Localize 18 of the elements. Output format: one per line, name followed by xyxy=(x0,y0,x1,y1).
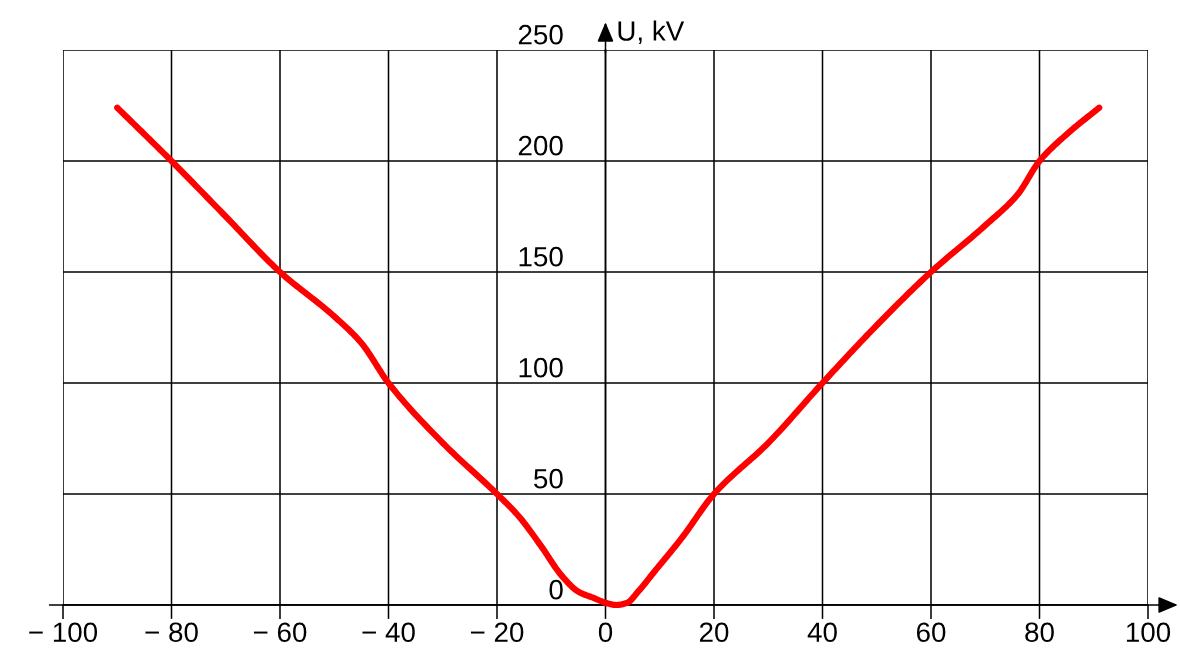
x-tick-label: − 80 xyxy=(145,622,198,643)
x-tick-label: − 20 xyxy=(470,622,524,643)
x-tick-label: 40 xyxy=(807,622,837,643)
y-axis-title: U, kV xyxy=(618,20,685,45)
y-tick-label: 100 xyxy=(519,357,563,378)
x-tick-label: − 100 xyxy=(29,622,98,643)
x-tick-label: 0 xyxy=(598,622,613,643)
x-tick-label: 60 xyxy=(916,622,946,643)
y-tick-label: 150 xyxy=(519,246,563,267)
x-tick-label: 100 xyxy=(1126,622,1171,643)
y-tick-label: 0 xyxy=(549,579,563,600)
x-tick-label: − 40 xyxy=(362,622,415,643)
y-tick-label: 50 xyxy=(534,468,563,489)
y-tick-label: 250 xyxy=(518,24,563,45)
x-tick-label: 20 xyxy=(699,622,729,643)
y-tick-label: 200 xyxy=(518,135,563,156)
x-tick-label: 80 xyxy=(1025,622,1054,643)
x-tick-label: − 60 xyxy=(253,622,307,643)
